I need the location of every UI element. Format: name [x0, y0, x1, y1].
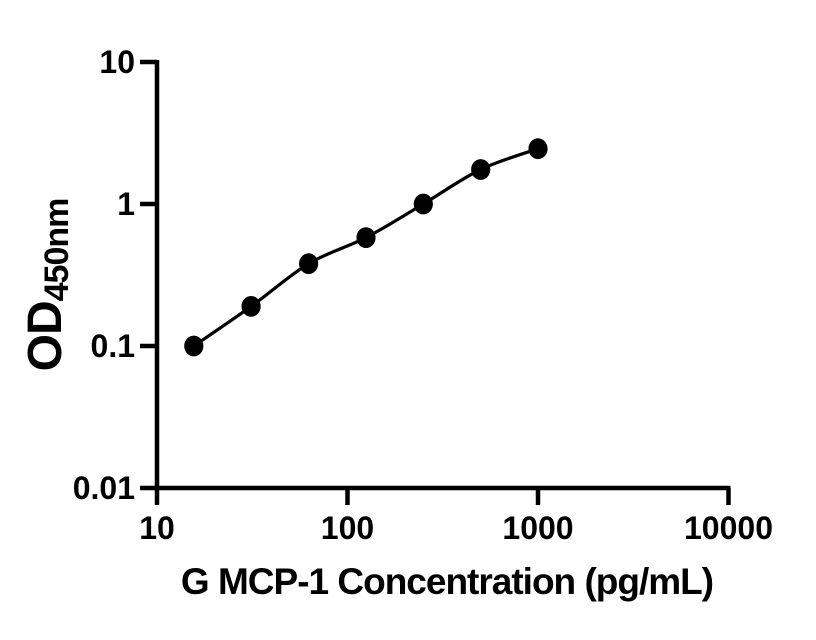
y-axis-title-main: OD: [19, 301, 72, 372]
data-point: [299, 253, 319, 275]
y-tick-label: 0.01: [73, 470, 135, 506]
x-tick-label: 1000: [502, 510, 573, 546]
y-axis-title: OD450nm: [19, 198, 76, 372]
x-tick-label: 100: [321, 510, 374, 546]
y-tick-label: 0.1: [91, 328, 135, 364]
x-axis-title: G MCP-1 Concentration (pg/mL): [180, 561, 714, 602]
y-tick-label: 1: [117, 186, 135, 222]
y-tick-label: 10: [99, 44, 135, 80]
data-point: [413, 193, 433, 215]
y-axis-title-subscript: 450nm: [38, 198, 76, 302]
data-point: [356, 227, 376, 249]
data-point: [471, 159, 491, 180]
x-tick-label: 10: [139, 510, 175, 546]
data-point: [528, 138, 548, 160]
data-point: [241, 296, 261, 317]
x-tick-label: 10000: [684, 510, 773, 546]
data-point: [184, 335, 204, 357]
